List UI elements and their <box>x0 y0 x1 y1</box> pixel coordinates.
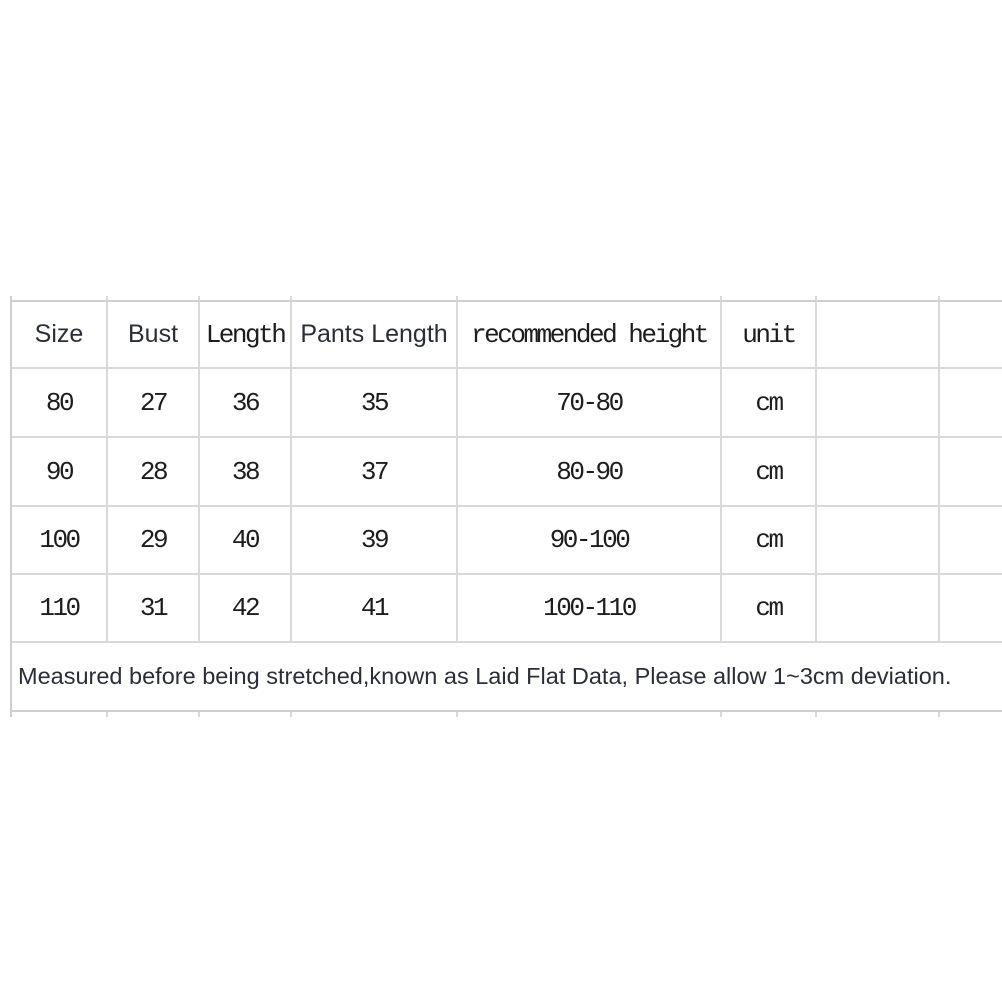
empty-cell <box>940 575 1002 643</box>
header-length: Length <box>200 302 292 369</box>
cell-recommended-height: 70-80 <box>458 369 722 438</box>
crop-tick-bottom <box>12 712 108 717</box>
crop-tick-top <box>12 296 108 302</box>
cell-recommended-height: 80-90 <box>458 438 722 507</box>
cell-length: 42 <box>200 575 292 643</box>
cell-pants-length: 35 <box>292 369 458 438</box>
cell-bust: 27 <box>108 369 200 438</box>
crop-tick-bottom <box>817 712 940 717</box>
cell-pants-length: 39 <box>292 507 458 575</box>
cell-unit: cm <box>722 507 817 575</box>
cell-recommended-height: 100-110 <box>458 575 722 643</box>
header-empty-1 <box>817 302 940 369</box>
crop-tick-bottom <box>292 712 458 717</box>
header-size: Size <box>12 302 108 369</box>
header-recommended-height: recommended height <box>458 302 722 369</box>
crop-tick-top <box>458 296 722 302</box>
header-empty-2 <box>940 302 1002 369</box>
crop-tick-bottom <box>108 712 200 717</box>
crop-tick-bottom <box>722 712 817 717</box>
cell-length: 38 <box>200 438 292 507</box>
cell-bust: 31 <box>108 575 200 643</box>
cell-unit: cm <box>722 369 817 438</box>
cell-bust: 29 <box>108 507 200 575</box>
crop-tick-top <box>200 296 292 302</box>
crop-tick-bottom <box>458 712 722 717</box>
header-bust: Bust <box>108 302 200 369</box>
cell-length: 40 <box>200 507 292 575</box>
cell-length: 36 <box>200 369 292 438</box>
cell-unit: cm <box>722 575 817 643</box>
cell-unit: cm <box>722 438 817 507</box>
crop-tick-top <box>722 296 817 302</box>
cell-bust: 28 <box>108 438 200 507</box>
header-pants-length: Pants Length <box>292 302 458 369</box>
empty-cell <box>817 438 940 507</box>
crop-tick-top <box>108 296 200 302</box>
size-chart-grid: Size Bust Length Pants Length recommende… <box>12 296 1002 717</box>
crop-tick-bottom <box>200 712 292 717</box>
empty-cell <box>940 507 1002 575</box>
cell-pants-length: 37 <box>292 438 458 507</box>
crop-tick-top <box>817 296 940 302</box>
cell-size: 110 <box>12 575 108 643</box>
empty-cell <box>817 507 940 575</box>
empty-cell <box>817 575 940 643</box>
empty-cell <box>940 438 1002 507</box>
header-unit: unit <box>722 302 817 369</box>
measurement-note: Measured before being stretched,known as… <box>12 643 1002 712</box>
crop-tick-bottom <box>940 712 1002 717</box>
cell-pants-length: 41 <box>292 575 458 643</box>
cell-recommended-height: 90-100 <box>458 507 722 575</box>
size-chart-table: Size Bust Length Pants Length recommende… <box>10 296 1002 717</box>
crop-tick-top <box>292 296 458 302</box>
empty-cell <box>817 369 940 438</box>
cell-size: 80 <box>12 369 108 438</box>
crop-tick-top <box>940 296 1002 302</box>
cell-size: 100 <box>12 507 108 575</box>
empty-cell <box>940 369 1002 438</box>
cell-size: 90 <box>12 438 108 507</box>
